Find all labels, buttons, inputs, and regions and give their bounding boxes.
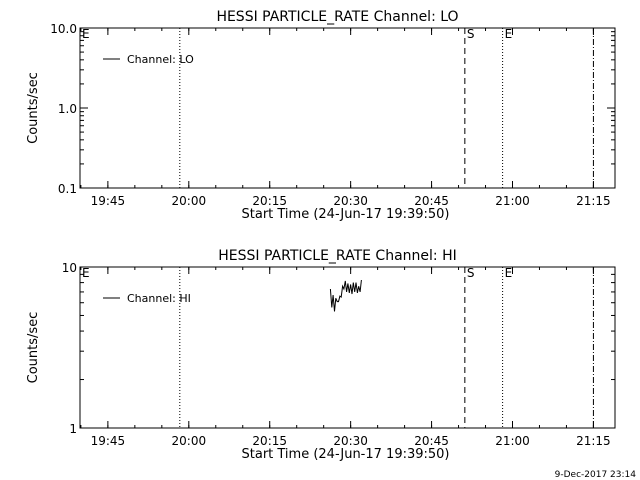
event-marker-label: S (467, 27, 475, 41)
event-marker-label: E (82, 266, 90, 280)
x-tick-label: 21:00 (495, 434, 530, 448)
x-axis-label: Start Time (24-Jun-17 19:39:50) (242, 447, 450, 462)
event-marker-label: E (505, 266, 513, 280)
generation-timestamp: 9-Dec-2017 23:14 (555, 470, 637, 480)
x-tick-label: 20:00 (172, 434, 207, 448)
legend-label: Channel: HI (127, 292, 191, 305)
x-tick-label: 20:15 (252, 194, 287, 208)
event-marker-label: S (467, 266, 475, 280)
y-tick-label: 10.0 (50, 22, 77, 36)
chart-title: HESSI PARTICLE_RATE Channel: LO (216, 9, 458, 25)
x-tick-label: 20:45 (414, 434, 449, 448)
y-axis-label: Counts/sec (26, 312, 41, 384)
lo-channel-panel: HESSI PARTICLE_RATE Channel: LO 19:45 20:0… (26, 9, 616, 222)
x-tick-label: 20:00 (172, 194, 207, 208)
x-tick-label: 20:45 (414, 194, 449, 208)
y-tick-label: 1 (69, 422, 77, 436)
y-tick-label: 1.0 (58, 102, 77, 116)
x-tick-label: 20:15 (252, 434, 287, 448)
x-tick-label: 19:45 (91, 434, 126, 448)
event-marker-label: E (505, 27, 513, 41)
x-tick-label: 21:15 (576, 194, 611, 208)
chart-title: HESSI PARTICLE_RATE Channel: HI (218, 248, 456, 264)
hi-channel-panel: HESSI PARTICLE_RATE Channel: HI 19:45 20:0… (26, 248, 616, 462)
plot-frame (79, 27, 616, 189)
event-marker-label: E (82, 27, 90, 41)
plot-frame (79, 266, 616, 429)
x-tick-label: 20:30 (333, 434, 368, 448)
y-axis-label: Counts/sec (26, 72, 41, 144)
x-axis-label: Start Time (24-Jun-17 19:39:50) (242, 207, 450, 222)
series-line (329, 279, 362, 312)
legend-label: Channel: LO (127, 53, 194, 66)
y-tick-label: 0.1 (58, 182, 77, 196)
x-tick-label: 21:00 (495, 194, 530, 208)
x-tick-label: 21:15 (576, 434, 611, 448)
x-tick-label: 20:30 (333, 194, 368, 208)
y-tick-label: 10 (62, 261, 77, 275)
x-tick-label: 19:45 (91, 194, 126, 208)
